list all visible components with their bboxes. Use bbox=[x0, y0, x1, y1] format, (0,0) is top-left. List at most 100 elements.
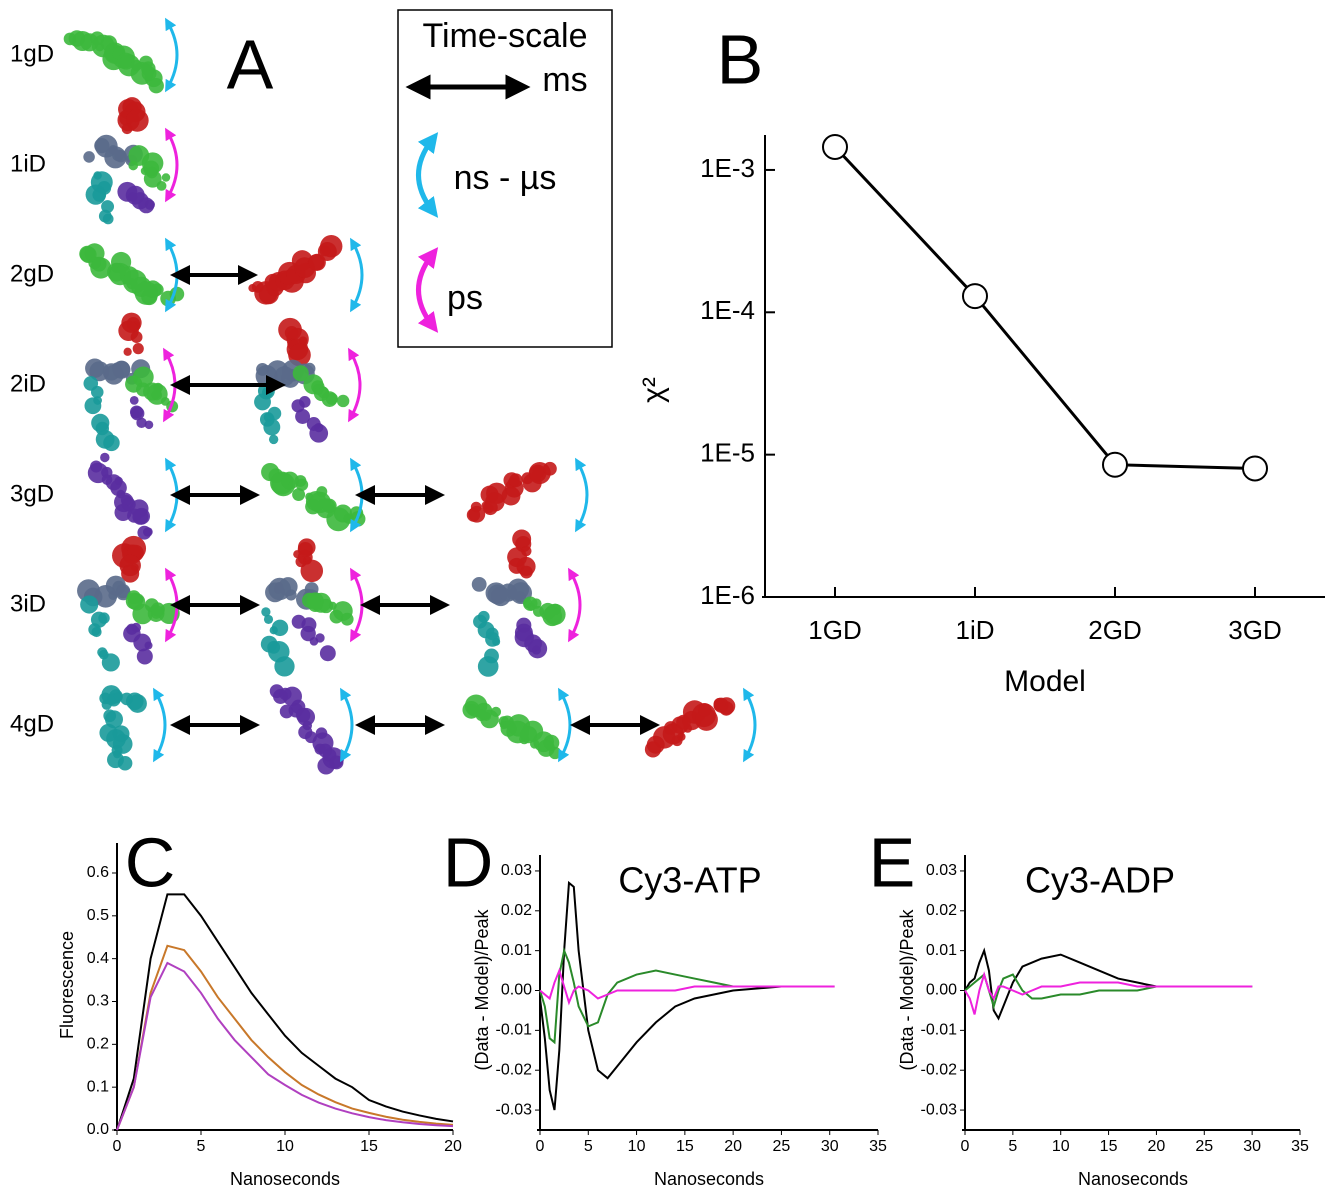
x-tick-label: 0 bbox=[961, 1138, 970, 1155]
protein-blob bbox=[292, 488, 306, 502]
motion-arc bbox=[350, 237, 364, 313]
data-line bbox=[964, 947, 1253, 1021]
panel-label: C bbox=[125, 823, 176, 901]
y-axis-label: (Data - Model)/Peak bbox=[897, 908, 917, 1070]
protein-blob bbox=[98, 612, 110, 624]
protein-blob bbox=[314, 743, 326, 755]
protein-blob bbox=[103, 709, 117, 723]
row-label: 1gD bbox=[10, 40, 54, 67]
protein-blob bbox=[318, 598, 334, 614]
chart-title: Cy3-ATP bbox=[618, 860, 761, 901]
protein-blob bbox=[121, 123, 133, 135]
protein-blob bbox=[466, 508, 481, 522]
protein-blob bbox=[117, 52, 135, 70]
protein-blob bbox=[543, 461, 557, 476]
data-line bbox=[539, 880, 835, 1111]
legend-item: ps bbox=[447, 279, 483, 317]
protein-blob bbox=[521, 545, 532, 557]
protein-blob bbox=[543, 734, 560, 751]
y-tick-label: -0.01 bbox=[921, 1022, 958, 1039]
y-tick-label: 1E-3 bbox=[700, 153, 755, 183]
legend-title: Time-scale bbox=[423, 17, 588, 55]
protein-blob bbox=[101, 653, 120, 672]
protein-blob bbox=[477, 656, 499, 677]
protein-blob bbox=[263, 418, 281, 436]
x-tick-label: 20 bbox=[724, 1138, 742, 1155]
y-tick-label: 0.6 bbox=[87, 864, 109, 881]
protein-blob bbox=[112, 734, 133, 754]
x-tick-label: 1GD bbox=[808, 615, 861, 645]
protein-blob bbox=[83, 151, 95, 163]
x-tick-label: 30 bbox=[821, 1138, 839, 1155]
protein-blob bbox=[85, 358, 105, 378]
protein-blob bbox=[84, 397, 102, 415]
protein-blob bbox=[520, 726, 538, 744]
panel-label: B bbox=[717, 20, 764, 98]
x-axis-label: Nanoseconds bbox=[1078, 1169, 1188, 1189]
protein-blob bbox=[677, 732, 686, 741]
protein-blob bbox=[100, 452, 110, 463]
motion-arc bbox=[165, 127, 179, 203]
protein-blob bbox=[143, 169, 162, 188]
data-line bbox=[116, 961, 454, 1131]
y-tick-label: 0.03 bbox=[926, 862, 957, 879]
motion-arc bbox=[340, 687, 354, 763]
y-tick-label: 0.00 bbox=[926, 982, 957, 999]
protein-blob bbox=[112, 360, 131, 379]
legend-arc bbox=[416, 132, 439, 218]
panel-label: E bbox=[869, 823, 916, 901]
protein-blob bbox=[92, 188, 107, 202]
y-tick-label: -0.03 bbox=[496, 1101, 533, 1118]
protein-blob bbox=[523, 596, 538, 611]
protein-blob bbox=[509, 473, 523, 488]
protein-blob bbox=[90, 385, 104, 399]
protein-blob bbox=[329, 755, 344, 770]
protein-blob bbox=[108, 590, 118, 600]
protein-blob bbox=[533, 605, 544, 617]
protein-blob bbox=[254, 393, 271, 411]
protein-blob bbox=[326, 507, 351, 532]
protein-blob bbox=[261, 607, 271, 617]
protein-blob bbox=[112, 149, 124, 162]
motion-arc bbox=[348, 347, 362, 423]
protein-blob bbox=[295, 478, 309, 491]
row-label: 1iD bbox=[10, 150, 46, 177]
y-tick-label: 0.03 bbox=[501, 862, 532, 879]
protein-blob bbox=[91, 626, 102, 638]
protein-blob bbox=[542, 606, 563, 627]
protein-blob bbox=[115, 585, 131, 601]
y-tick-label: -0.02 bbox=[921, 1061, 958, 1078]
x-tick-label: 15 bbox=[676, 1138, 694, 1155]
x-tick-label: 35 bbox=[869, 1138, 887, 1155]
protein-blob bbox=[132, 343, 144, 355]
protein-blob bbox=[138, 197, 155, 214]
protein-blob bbox=[319, 645, 336, 662]
protein-blob bbox=[123, 347, 132, 356]
protein-blob bbox=[485, 492, 505, 512]
protein-blob bbox=[309, 423, 329, 443]
y-tick-label: 0.0 bbox=[87, 1121, 109, 1138]
protein-blob bbox=[274, 656, 295, 677]
protein-blob bbox=[300, 625, 316, 642]
protein-blob bbox=[113, 692, 123, 701]
x-tick-label: 10 bbox=[628, 1138, 646, 1155]
row-label: 4gD bbox=[10, 710, 54, 737]
data-line bbox=[116, 944, 454, 1131]
protein-blob bbox=[520, 565, 533, 579]
protein-blob bbox=[485, 632, 500, 647]
protein-blob bbox=[717, 697, 736, 715]
motion-arc bbox=[165, 17, 179, 93]
y-axis-label: (Data - Model)/Peak bbox=[472, 908, 492, 1070]
protein-blob bbox=[80, 595, 99, 614]
protein-blob bbox=[146, 383, 168, 405]
protein-blob bbox=[132, 508, 149, 525]
motion-arc bbox=[165, 457, 179, 533]
y-tick-label: 1E-5 bbox=[700, 438, 755, 468]
protein-blob bbox=[527, 639, 548, 659]
data-point bbox=[1102, 451, 1128, 478]
protein-blob bbox=[136, 648, 153, 665]
y-tick-label: 0.2 bbox=[87, 1036, 109, 1053]
y-tick-label: 0.02 bbox=[926, 902, 957, 919]
x-tick-label: 10 bbox=[1052, 1138, 1070, 1155]
